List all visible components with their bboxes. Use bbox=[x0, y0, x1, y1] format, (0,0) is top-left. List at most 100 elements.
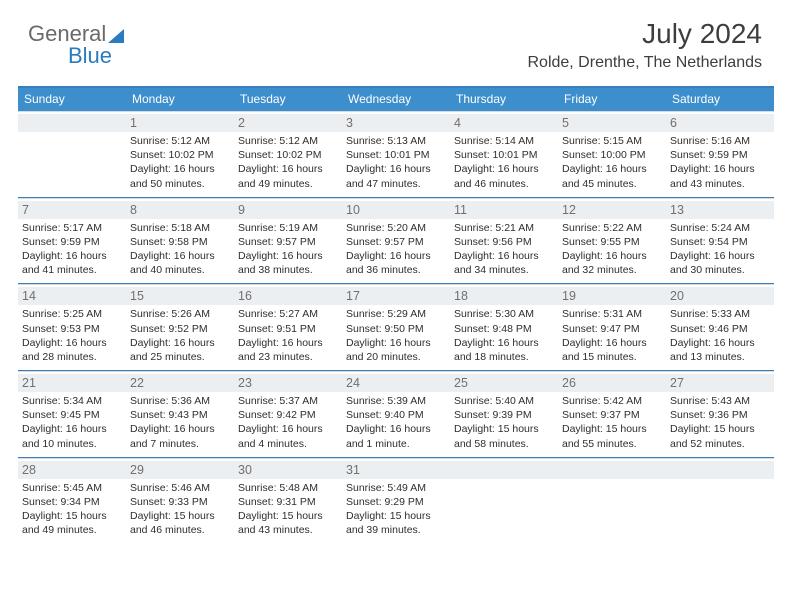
calendar: SundayMondayTuesdayWednesdayThursdayFrid… bbox=[18, 86, 774, 543]
calendar-cell: 21 Sunrise: 5:34 AMSunset: 9:45 PMDayligh… bbox=[18, 371, 126, 457]
day-info-line: Daylight: 16 hours bbox=[562, 249, 662, 263]
day-info-line: Daylight: 16 hours bbox=[454, 162, 554, 176]
logo: General Blue bbox=[28, 21, 124, 69]
day-info-line: Sunrise: 5:30 AM bbox=[454, 307, 554, 321]
dow-label: Sunday bbox=[18, 88, 126, 111]
calendar-week: 14Sunrise: 5:25 AMSunset: 9:53 PMDayligh… bbox=[18, 283, 774, 370]
day-number: 30 bbox=[234, 461, 342, 479]
calendar-cell: 5Sunrise: 5:15 AMSunset: 10:00 PMDayligh… bbox=[558, 111, 666, 197]
day-info-line: Sunset: 9:45 PM bbox=[22, 408, 122, 422]
day-info-line: Daylight: 15 hours bbox=[130, 509, 230, 523]
logo-text-blue: Blue bbox=[68, 43, 112, 68]
day-info-line: Sunset: 10:01 PM bbox=[454, 148, 554, 162]
day-info-line: Sunset: 9:42 PM bbox=[238, 408, 338, 422]
day-info-line: and 40 minutes. bbox=[130, 263, 230, 277]
dow-label: Thursday bbox=[450, 88, 558, 111]
day-info-line: Daylight: 16 hours bbox=[346, 162, 446, 176]
day-number: 29 bbox=[126, 461, 234, 479]
calendar-cell: 11Sunrise: 5:21 AMSunset: 9:56 PMDayligh… bbox=[450, 198, 558, 284]
day-info-line: Daylight: 15 hours bbox=[346, 509, 446, 523]
day-info-line: Daylight: 16 hours bbox=[238, 249, 338, 263]
day-info-line: and 20 minutes. bbox=[346, 350, 446, 364]
day-info-line: Sunrise: 5:31 AM bbox=[562, 307, 662, 321]
day-info-line: Sunset: 9:54 PM bbox=[670, 235, 770, 249]
calendar-cell: 15Sunrise: 5:26 AMSunset: 9:52 PMDayligh… bbox=[126, 284, 234, 370]
calendar-cell: 29Sunrise: 5:46 AMSunset: 9:33 PMDayligh… bbox=[126, 458, 234, 544]
day-info-line: Sunset: 9:29 PM bbox=[346, 495, 446, 509]
day-info-line: Sunset: 9:51 PM bbox=[238, 322, 338, 336]
day-info-line: and 49 minutes. bbox=[22, 523, 122, 537]
day-info-line: Daylight: 16 hours bbox=[22, 422, 122, 436]
day-info-line: Daylight: 16 hours bbox=[238, 162, 338, 176]
day-info-line: and 36 minutes. bbox=[346, 263, 446, 277]
day-info-line: Sunset: 9:56 PM bbox=[454, 235, 554, 249]
day-info-line: Sunset: 10:01 PM bbox=[346, 148, 446, 162]
day-info-line: Sunrise: 5:19 AM bbox=[238, 221, 338, 235]
day-number: 14 bbox=[18, 287, 126, 305]
day-number: 8 bbox=[126, 201, 234, 219]
calendar-week: 7Sunrise: 5:17 AMSunset: 9:59 PMDaylight… bbox=[18, 197, 774, 284]
day-info-line: Daylight: 15 hours bbox=[670, 422, 770, 436]
day-info-line: Sunrise: 5:14 AM bbox=[454, 134, 554, 148]
day-number: 2 bbox=[234, 114, 342, 132]
dow-label: Monday bbox=[126, 88, 234, 111]
day-number: 27 bbox=[666, 374, 774, 392]
day-info-line: and 13 minutes. bbox=[670, 350, 770, 364]
day-info-line: Daylight: 16 hours bbox=[562, 336, 662, 350]
day-info-line: Sunrise: 5:45 AM bbox=[22, 481, 122, 495]
day-info-line: and 55 minutes. bbox=[562, 437, 662, 451]
calendar-cell: 2Sunrise: 5:12 AMSunset: 10:02 PMDayligh… bbox=[234, 111, 342, 197]
day-info-line: Sunset: 9:57 PM bbox=[346, 235, 446, 249]
day-info-line: and 1 minute. bbox=[346, 437, 446, 451]
day-info-line: Sunrise: 5:34 AM bbox=[22, 394, 122, 408]
calendar-cell: 14Sunrise: 5:25 AMSunset: 9:53 PMDayligh… bbox=[18, 284, 126, 370]
calendar-cell: 9Sunrise: 5:19 AMSunset: 9:57 PMDaylight… bbox=[234, 198, 342, 284]
calendar-cell: 12Sunrise: 5:22 AMSunset: 9:55 PMDayligh… bbox=[558, 198, 666, 284]
day-info-line: and 47 minutes. bbox=[346, 177, 446, 191]
day-info-line: and 39 minutes. bbox=[346, 523, 446, 537]
day-info-line: Sunset: 9:55 PM bbox=[562, 235, 662, 249]
calendar-cell: 8Sunrise: 5:18 AMSunset: 9:58 PMDaylight… bbox=[126, 198, 234, 284]
calendar-cell: 18Sunrise: 5:30 AMSunset: 9:48 PMDayligh… bbox=[450, 284, 558, 370]
day-number bbox=[558, 461, 666, 479]
day-info-line: and 28 minutes. bbox=[22, 350, 122, 364]
calendar-cell: 27Sunrise: 5:43 AMSunset: 9:36 PMDayligh… bbox=[666, 371, 774, 457]
calendar-week: 1Sunrise: 5:12 AMSunset: 10:02 PMDayligh… bbox=[18, 111, 774, 197]
day-info-line: Sunset: 9:33 PM bbox=[130, 495, 230, 509]
day-info-line: Daylight: 16 hours bbox=[238, 422, 338, 436]
calendar-cell: 1Sunrise: 5:12 AMSunset: 10:02 PMDayligh… bbox=[126, 111, 234, 197]
location-label: Rolde, Drenthe, The Netherlands bbox=[527, 54, 762, 72]
calendar-cell: 7Sunrise: 5:17 AMSunset: 9:59 PMDaylight… bbox=[18, 198, 126, 284]
day-info-line: Daylight: 16 hours bbox=[454, 249, 554, 263]
day-info-line: Sunset: 9:40 PM bbox=[346, 408, 446, 422]
day-info-line: Sunset: 9:39 PM bbox=[454, 408, 554, 422]
day-number: 22 bbox=[126, 374, 234, 392]
day-info-line: and 10 minutes. bbox=[22, 437, 122, 451]
day-info-line: and 32 minutes. bbox=[562, 263, 662, 277]
day-info-line: and 7 minutes. bbox=[130, 437, 230, 451]
calendar-cell: 24Sunrise: 5:39 AMSunset: 9:40 PMDayligh… bbox=[342, 371, 450, 457]
day-number: 4 bbox=[450, 114, 558, 132]
day-info-line: Daylight: 16 hours bbox=[130, 249, 230, 263]
day-info-line: Sunset: 9:58 PM bbox=[130, 235, 230, 249]
day-info-line: Sunrise: 5:17 AM bbox=[22, 221, 122, 235]
day-number: 1 bbox=[126, 114, 234, 132]
day-number: 6 bbox=[666, 114, 774, 132]
day-info-line: Daylight: 16 hours bbox=[130, 162, 230, 176]
day-info-line: Daylight: 16 hours bbox=[454, 336, 554, 350]
day-number: 21 bbox=[18, 374, 126, 392]
day-info-line: and 23 minutes. bbox=[238, 350, 338, 364]
day-info-line: Sunrise: 5:49 AM bbox=[346, 481, 446, 495]
day-number: 16 bbox=[234, 287, 342, 305]
day-info-line: and 43 minutes. bbox=[238, 523, 338, 537]
day-number: 19 bbox=[558, 287, 666, 305]
calendar-cell bbox=[558, 458, 666, 544]
day-info-line: and 15 minutes. bbox=[562, 350, 662, 364]
day-info-line: Sunrise: 5:48 AM bbox=[238, 481, 338, 495]
day-info-line: Sunrise: 5:40 AM bbox=[454, 394, 554, 408]
day-info-line: Daylight: 16 hours bbox=[22, 336, 122, 350]
day-info-line: Sunset: 9:43 PM bbox=[130, 408, 230, 422]
calendar-week: 21Sunrise: 5:34 AMSunset: 9:45 PMDayligh… bbox=[18, 370, 774, 457]
day-info-line: and 38 minutes. bbox=[238, 263, 338, 277]
calendar-cell: 6Sunrise: 5:16 AMSunset: 9:59 PMDaylight… bbox=[666, 111, 774, 197]
